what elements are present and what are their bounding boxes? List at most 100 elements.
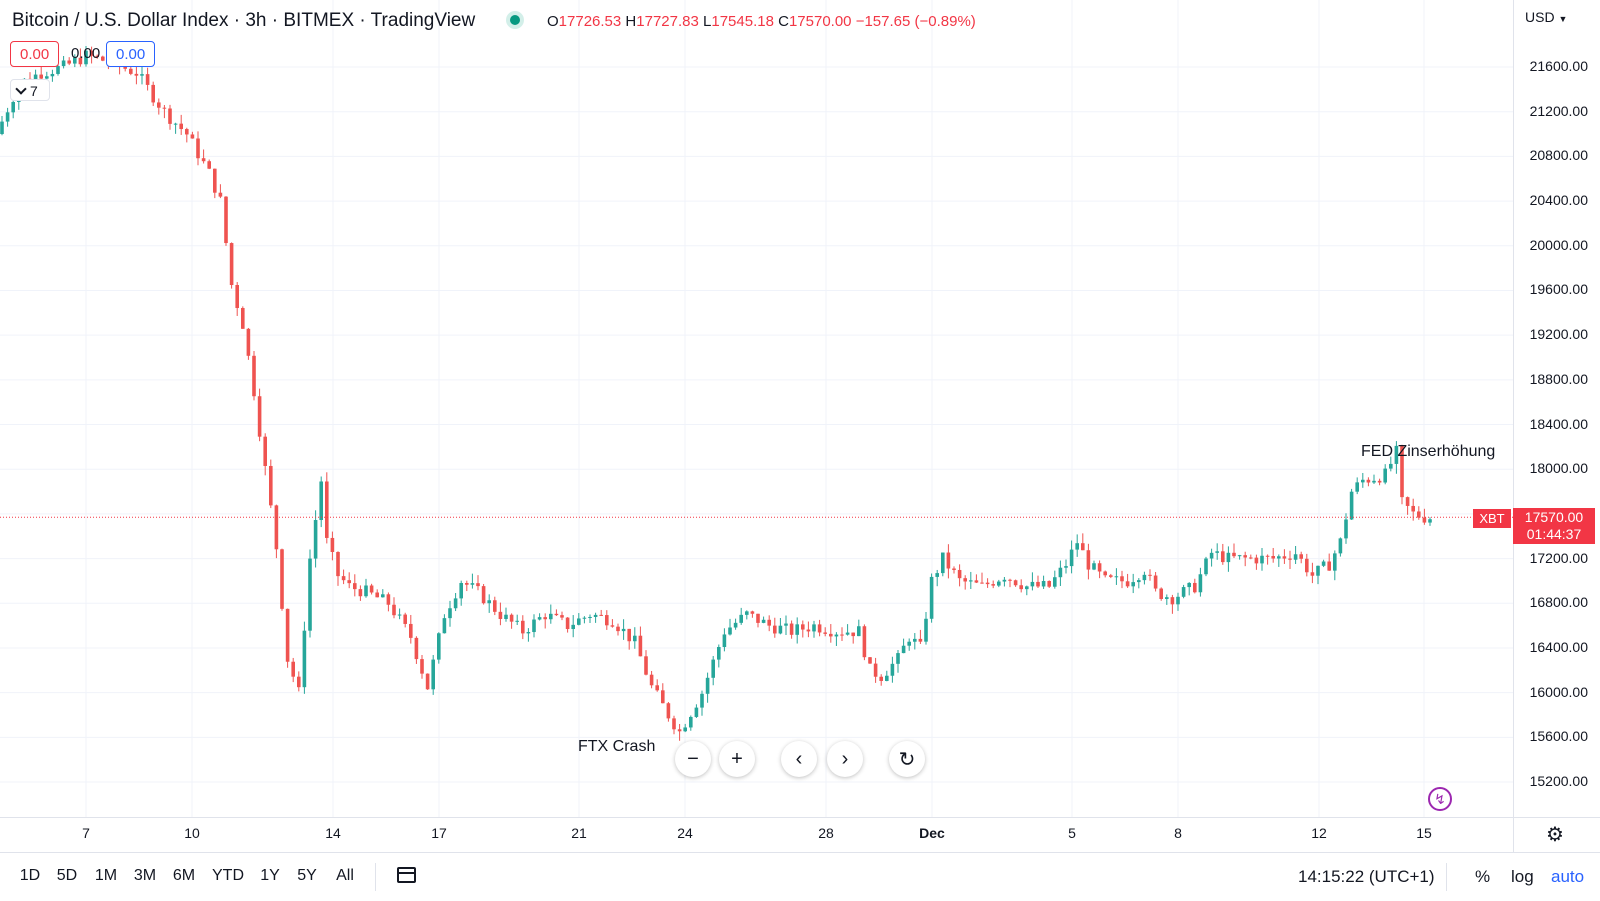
candle-body [683, 727, 687, 732]
range-button-1d[interactable]: 1D [19, 867, 41, 884]
candle-body [1305, 558, 1309, 573]
indicators-toggle[interactable]: 7 [10, 79, 50, 101]
candle-body [560, 615, 564, 618]
candle-body [509, 614, 514, 622]
candle-body [179, 123, 183, 130]
candle-body [101, 56, 105, 61]
symbol-title[interactable]: Bitcoin / U.S. Dollar Index · 3h · BITME… [12, 10, 476, 31]
candle-body [1394, 445, 1399, 464]
candle-body [285, 608, 290, 662]
candle-body [834, 634, 839, 637]
zoom-out-button[interactable]: − [675, 741, 711, 777]
candle-body [1277, 556, 1281, 559]
ohlc-readout: O17726.53 H17727.83 L17545.18 C17570.00 … [547, 13, 976, 30]
range-button-1m[interactable]: 1M [94, 867, 118, 884]
candle-body [627, 628, 631, 642]
annotation-ftx-crash[interactable]: FTX Crash [578, 738, 656, 755]
candle-body [375, 592, 379, 598]
candle-body [840, 634, 844, 636]
percent-toggle[interactable]: % [1475, 867, 1491, 886]
reset-chart-button[interactable]: ↻ [889, 741, 925, 777]
range-button-5y[interactable]: 5Y [297, 867, 317, 884]
candle-body [78, 57, 83, 65]
range-button-3m[interactable]: 3M [133, 867, 157, 884]
candle-body [448, 608, 452, 619]
divider [375, 863, 376, 891]
candle-body [1232, 552, 1236, 557]
candle-body [621, 628, 626, 632]
candle-body [1411, 505, 1415, 512]
candle-body [369, 585, 374, 593]
range-button-6m[interactable]: 6M [172, 867, 196, 884]
candle-body [851, 632, 855, 637]
sell-button[interactable]: 0.00 [10, 41, 60, 67]
candle-body [1405, 497, 1410, 506]
candle-body [918, 638, 923, 642]
annotation-fed-rate-hike[interactable]: FED Zinserhöhung [1361, 443, 1496, 460]
zoom-in-button[interactable]: + [719, 741, 755, 777]
candle-body [67, 60, 71, 64]
time-tick-label: Dec [919, 825, 945, 841]
currency-label: USD [1525, 9, 1555, 25]
candle-body [795, 624, 799, 635]
range-button-5d[interactable]: 5D [56, 867, 78, 884]
candle-body [252, 355, 256, 397]
low-label: L [703, 13, 712, 30]
calendar-icon[interactable] [397, 867, 416, 883]
candle-body [694, 707, 699, 717]
candle-body [565, 617, 570, 630]
currency-selector[interactable]: USD ▼ [1525, 9, 1567, 25]
candle-body [784, 623, 788, 626]
candle-body [1254, 557, 1259, 564]
price-tick-label: 15200.00 [1529, 773, 1588, 789]
candle-body [717, 647, 721, 660]
candle-body [929, 576, 934, 619]
candle-body [521, 620, 525, 634]
candle-body [957, 569, 962, 579]
candle-body [308, 558, 312, 631]
candle-body [476, 583, 480, 587]
scroll-left-button[interactable]: ‹ [781, 741, 817, 777]
change-value: −157.65 (−0.89%) [855, 13, 976, 30]
candle-body [481, 586, 486, 604]
lightning-icon[interactable]: ↯ [1428, 787, 1452, 811]
candle-body [493, 600, 497, 612]
range-button-all[interactable]: All [336, 867, 354, 884]
candle-body [1260, 555, 1264, 564]
candle-body [1159, 588, 1163, 599]
candle-body [330, 537, 335, 552]
clock[interactable]: 14:15:22 (UTC+1) [1298, 867, 1435, 886]
candle-body [302, 630, 307, 688]
candle-body [358, 589, 363, 597]
candle-body [297, 676, 301, 688]
candle-body [504, 614, 508, 619]
scroll-right-button[interactable]: › [827, 741, 863, 777]
candle-body [1176, 596, 1180, 605]
candle-body [1075, 543, 1079, 550]
buy-button[interactable]: 0.00 [106, 41, 156, 67]
candle-body [711, 659, 715, 678]
range-button-ytd[interactable]: YTD [212, 867, 244, 884]
candle-body [924, 618, 928, 642]
candle-body [980, 582, 984, 584]
range-button-1y[interactable]: 1Y [260, 867, 280, 884]
candle-body [145, 74, 150, 85]
close-label: C [778, 13, 789, 30]
candle-body [616, 626, 620, 632]
candle-body [442, 618, 447, 634]
time-tick-label: 21 [571, 825, 587, 841]
log-toggle[interactable]: log [1511, 867, 1534, 886]
candle-body [392, 604, 396, 616]
candle-body [1181, 587, 1186, 597]
candle-body [1361, 479, 1365, 483]
candle-body [1333, 553, 1337, 571]
auto-toggle[interactable]: auto [1551, 867, 1585, 886]
candle-body [599, 614, 603, 616]
candle-body [325, 481, 329, 538]
chevron-down-icon: ▼ [1558, 14, 1568, 24]
scroll-left-icon: ‹ [795, 747, 803, 770]
candle-body [470, 583, 475, 585]
candle-body [1355, 482, 1359, 492]
gear-icon[interactable]: ⚙ [1546, 824, 1564, 846]
